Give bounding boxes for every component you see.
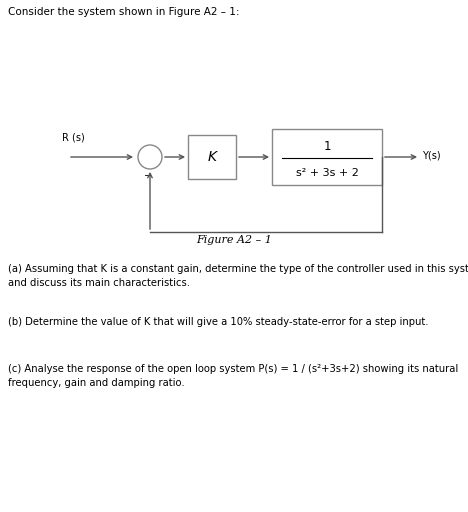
Text: K: K [207,150,217,164]
Text: Figure A2 – 1: Figure A2 – 1 [196,235,272,245]
Text: s² + 3s + 2: s² + 3s + 2 [296,168,358,178]
Text: −: − [144,171,152,181]
Text: (b) Determine the value of K that will give a 10% steady-state-error for a step : (b) Determine the value of K that will g… [8,317,429,327]
Text: (c) Analyse the response of the open loop system P(s) = 1 / (s²+3s+2) showing it: (c) Analyse the response of the open loo… [8,364,458,388]
Text: (a) Assuming that K is a constant gain, determine the type of the controller use: (a) Assuming that K is a constant gain, … [8,264,468,288]
FancyBboxPatch shape [188,135,236,179]
Text: 1: 1 [323,140,331,154]
FancyBboxPatch shape [272,129,382,185]
Text: Consider the system shown in Figure A2 – 1:: Consider the system shown in Figure A2 –… [8,7,240,17]
Text: Y(s): Y(s) [422,150,441,160]
Text: R (s): R (s) [62,133,85,143]
